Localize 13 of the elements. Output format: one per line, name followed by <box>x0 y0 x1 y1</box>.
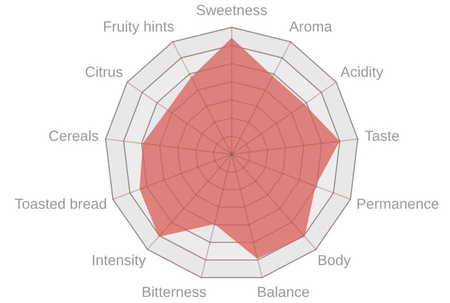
spoke-label: Aroma <box>289 21 332 32</box>
spoke-label: Intensity <box>92 254 146 268</box>
spoke-label: Permanence <box>358 198 438 209</box>
spoke-label: Body <box>318 254 351 268</box>
spoke-label: Bitterness <box>142 286 206 298</box>
spoke-label: Citrus <box>86 66 122 77</box>
spoke-label: Balance <box>258 286 309 298</box>
spoke-label: Fruity hints <box>104 20 174 34</box>
spoke-label: Cereals <box>49 130 98 141</box>
spoke-label: Taste <box>364 130 399 141</box>
spoke-label: Toasted bread <box>14 198 106 209</box>
spoke-label: Sweetness <box>196 4 267 16</box>
spoke-label: Acidity <box>340 66 384 80</box>
